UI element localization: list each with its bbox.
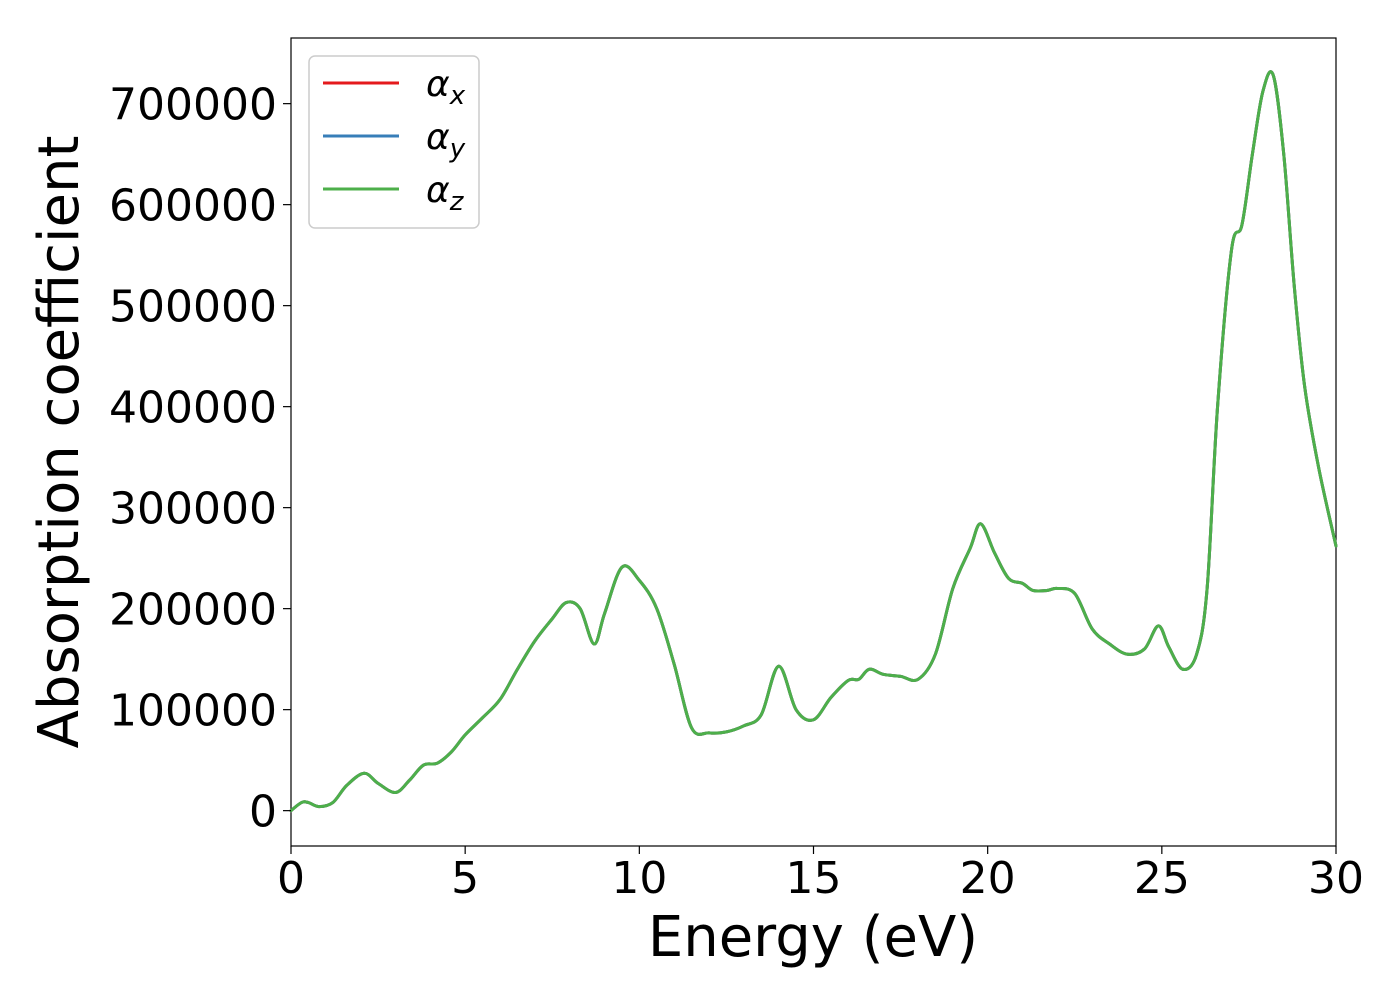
x-tick-label: 0 bbox=[277, 853, 305, 904]
y-tick-label: 600000 bbox=[109, 181, 277, 232]
series-line-z bbox=[289, 70, 1338, 813]
x-tick-label: 5 bbox=[451, 853, 479, 904]
legend-label-x: αx bbox=[426, 64, 466, 111]
legend-label-y: αy bbox=[426, 117, 466, 164]
y-axis-ticks: 0 100000 200000 300000 400000 500000 600000 700… bbox=[109, 80, 291, 838]
x-tick-label: 10 bbox=[611, 853, 667, 904]
y-tick-label: 500000 bbox=[109, 282, 277, 333]
x-tick-label: 30 bbox=[1308, 853, 1364, 904]
x-axis-ticks: 0 5 10 15 20 25 30 bbox=[277, 846, 1364, 904]
y-axis-title: Absorption coefficient bbox=[27, 136, 92, 749]
x-tick-label: 25 bbox=[1134, 853, 1190, 904]
y-tick-label: 300000 bbox=[109, 484, 277, 535]
y-tick-label: 700000 bbox=[109, 80, 277, 131]
x-tick-label: 15 bbox=[786, 853, 842, 904]
y-tick-label: 0 bbox=[249, 787, 277, 838]
x-tick-label: 20 bbox=[960, 853, 1016, 904]
y-tick-label: 100000 bbox=[109, 686, 277, 737]
legend: αx αy αz bbox=[308, 55, 480, 229]
y-tick-label: 400000 bbox=[109, 383, 277, 434]
legend-box bbox=[308, 55, 480, 229]
series-layer bbox=[289, 70, 1338, 813]
x-axis-title: Energy (eV) bbox=[648, 905, 978, 970]
legend-label-z: αz bbox=[426, 170, 465, 217]
y-tick-label: 200000 bbox=[109, 585, 277, 636]
